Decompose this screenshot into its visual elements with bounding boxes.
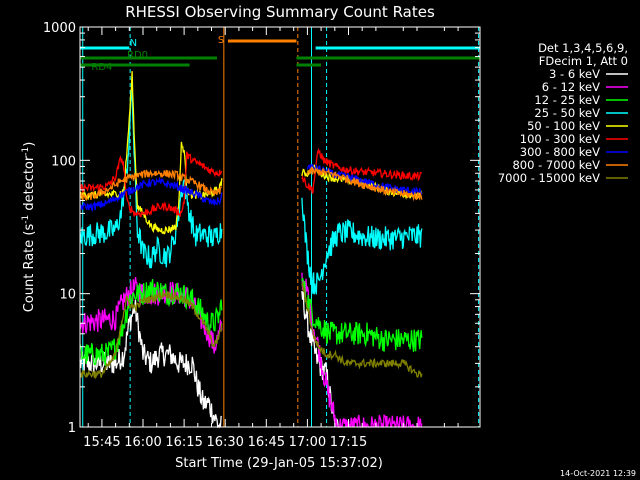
y-axis: 1 10 100 1000 bbox=[43, 21, 480, 436]
x-tick-label: 16:00 bbox=[124, 435, 161, 450]
legend-header-line: FDecim 1, Att 0 bbox=[539, 54, 628, 68]
series-line bbox=[79, 90, 423, 295]
series-line bbox=[79, 165, 423, 202]
x-axis: 15:45 16:00 16:15 16:30 16:45 17:00 17:15 bbox=[83, 27, 459, 450]
legend-entry-label: 12 - 25 keV bbox=[534, 93, 600, 107]
x-tick-label: 17:15 bbox=[330, 435, 367, 450]
legend-entry-label: 100 - 300 keV bbox=[520, 132, 600, 146]
y-axis-label-sup: -1 bbox=[21, 215, 31, 224]
generation-timestamp: 14-Oct-2021 12:39 bbox=[560, 469, 636, 478]
legend-entry-label: 800 - 7000 keV bbox=[512, 158, 600, 172]
y-axis-label-part: ) bbox=[22, 142, 37, 147]
series-line bbox=[79, 282, 423, 380]
x-axis-label: Start Time (29-Jan-05 15:37:02) bbox=[175, 456, 383, 471]
legend-entry-label: 25 - 50 keV bbox=[534, 106, 600, 120]
legend-entry-label: 300 - 800 keV bbox=[520, 145, 600, 159]
legend-entry-label: 7000 - 15000 keV bbox=[498, 171, 600, 185]
legend: Det 1,3,4,5,6,9, FDecim 1, Att 0 3 - 6 k… bbox=[498, 41, 628, 185]
x-tick-label: 16:45 bbox=[248, 435, 285, 450]
annotation-bar-label: RD0 bbox=[127, 50, 148, 61]
annotation-layer: N S RD0 RD4 bbox=[80, 27, 480, 427]
x-tick-label: 17:00 bbox=[289, 435, 326, 450]
y-axis-label-sup: -1 bbox=[21, 147, 31, 156]
x-tick-label: 15:45 bbox=[83, 435, 120, 450]
legend-entry-label: 50 - 100 keV bbox=[527, 119, 600, 133]
y-tick-label: 1 bbox=[68, 421, 76, 436]
chart-title: RHESSI Observing Summary Count Rates bbox=[125, 3, 435, 21]
x-tick-label: 16:15 bbox=[165, 435, 202, 450]
legend-entry-label: 3 - 6 keV bbox=[549, 67, 600, 81]
series-line bbox=[79, 147, 423, 218]
y-axis-label-part: Count Rate (s bbox=[22, 224, 37, 313]
y-tick-label: 100 bbox=[51, 154, 76, 169]
annotation-bar-label: N bbox=[130, 38, 137, 49]
x-tick-label: 16:30 bbox=[206, 435, 243, 450]
annotation-bar-label: S bbox=[218, 35, 224, 46]
annotation-bar-label: RD4 bbox=[91, 62, 112, 73]
series-line bbox=[79, 163, 423, 212]
y-tick-label: 10 bbox=[59, 288, 76, 303]
legend-entry-label: 6 - 12 keV bbox=[542, 80, 600, 94]
series-layer bbox=[79, 71, 423, 429]
y-axis-label-part: detector bbox=[22, 155, 37, 215]
y-axis-label: Count Rate (s-1 detector-1) bbox=[21, 142, 37, 313]
series-line bbox=[79, 277, 423, 366]
y-tick-label: 1000 bbox=[43, 21, 76, 36]
legend-header-line: Det 1,3,4,5,6,9, bbox=[538, 41, 628, 55]
